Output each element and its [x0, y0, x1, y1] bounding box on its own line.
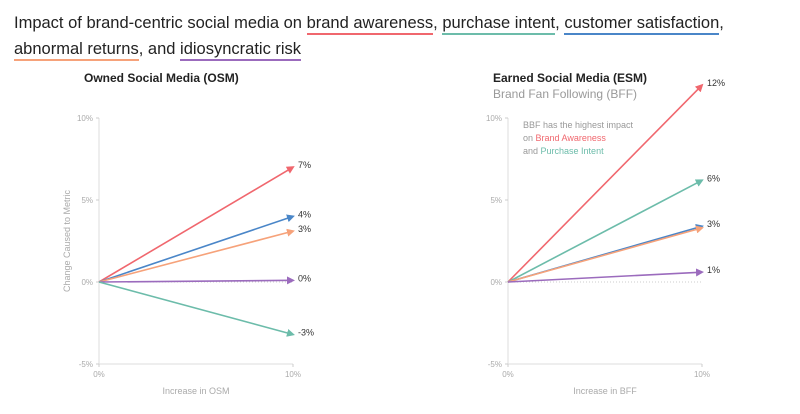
x-axis-label: Increase in OSM [162, 386, 229, 396]
series-arrow [507, 179, 704, 283]
y-tick-label: -5% [488, 360, 502, 369]
data-label: 12% [707, 78, 725, 88]
data-label: 7% [298, 160, 311, 170]
annotation-line: and Purchase Intent [523, 146, 604, 156]
series-arrow [98, 214, 295, 283]
annotation-line: on Brand Awareness [523, 133, 606, 143]
x-tick-label: 0% [93, 370, 105, 379]
chart-title: Earned Social Media (ESM) [493, 71, 647, 85]
x-tick-label: 0% [502, 370, 514, 379]
series-arrow [98, 281, 295, 337]
y-tick-label: 0% [490, 278, 502, 287]
y-tick-label: -5% [79, 360, 93, 369]
chart-title: Owned Social Media (OSM) [84, 71, 239, 85]
data-label: 0% [298, 273, 311, 283]
annotation-line: BBF has the highest impact [523, 120, 634, 130]
series-arrow [98, 276, 295, 285]
data-label: 3% [707, 219, 720, 229]
annotation-highlight: Purchase Intent [541, 146, 605, 156]
y-tick-label: 10% [77, 114, 93, 123]
data-label: 1% [707, 265, 720, 275]
title-term: abnormal returns [14, 40, 139, 61]
x-tick-label: 10% [285, 370, 301, 379]
y-axis-label: Change Caused to Metric [62, 189, 72, 292]
data-label: 6% [707, 173, 720, 183]
x-axis-label: Increase in BFF [573, 386, 637, 396]
title-term: idiosyncratic risk [180, 40, 302, 61]
y-tick-label: 5% [490, 196, 502, 205]
page-title: Impact of brand-centric social media on … [14, 10, 794, 62]
title-term: purchase intent [442, 14, 556, 35]
data-label: 4% [298, 209, 311, 219]
y-tick-label: 5% [81, 196, 93, 205]
series-arrow [507, 225, 704, 283]
y-tick-label: 0% [81, 278, 93, 287]
series-arrow [507, 268, 704, 283]
title-term: brand awareness [306, 14, 434, 35]
data-label: 3% [298, 224, 311, 234]
title-term: customer satisfaction [564, 14, 720, 35]
series-arrow [507, 83, 704, 283]
x-tick-label: 10% [694, 370, 710, 379]
series-arrow [98, 228, 295, 283]
y-tick-label: 10% [486, 114, 502, 123]
data-label: -3% [298, 327, 314, 337]
chart-subtitle: Brand Fan Following (BFF) [493, 87, 637, 101]
annotation-highlight: Brand Awareness [536, 133, 607, 143]
title-prefix: Impact of brand-centric social media on [14, 14, 307, 32]
series-arrow [98, 166, 295, 283]
